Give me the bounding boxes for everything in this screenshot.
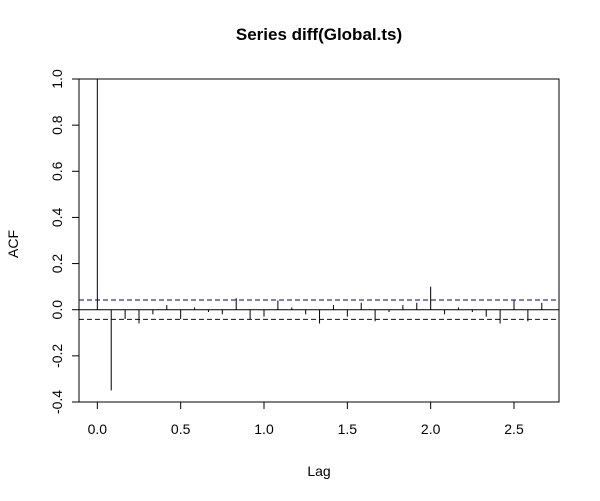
y-axis: -0.4 -0.2 0.0 0.2 0.4 0.6 0.8 1.0 bbox=[49, 69, 80, 414]
x-tick-label: 1.5 bbox=[338, 421, 358, 437]
y-tick-label: 0.0 bbox=[49, 300, 65, 320]
x-axis-label: Lag bbox=[307, 463, 330, 479]
x-tick-label: 2.0 bbox=[421, 421, 441, 437]
x-tick-label: 2.5 bbox=[504, 421, 524, 437]
acf-bars bbox=[96, 79, 543, 391]
y-axis-label: ACF bbox=[5, 230, 21, 258]
y-tick-label: 1.0 bbox=[49, 69, 65, 89]
confidence-band bbox=[79, 299, 559, 320]
x-tick-label: 0.0 bbox=[88, 421, 108, 437]
plot-area bbox=[78, 78, 560, 403]
y-tick-label: -0.2 bbox=[49, 344, 65, 368]
y-tick-label: 0.8 bbox=[49, 115, 65, 135]
plot-frame bbox=[78, 78, 560, 403]
y-tick-label: -0.4 bbox=[49, 390, 65, 414]
x-tick-label: 0.5 bbox=[171, 421, 191, 437]
y-tick-label: 0.4 bbox=[49, 207, 65, 227]
x-tick-label: 1.0 bbox=[254, 421, 274, 437]
chart-title: Series diff(Global.ts) bbox=[236, 25, 402, 44]
x-axis: 0.0 0.5 1.0 1.5 2.0 2.5 bbox=[88, 401, 524, 437]
y-tick-label: 0.2 bbox=[49, 254, 65, 274]
y-tick-label: 0.6 bbox=[49, 161, 65, 181]
